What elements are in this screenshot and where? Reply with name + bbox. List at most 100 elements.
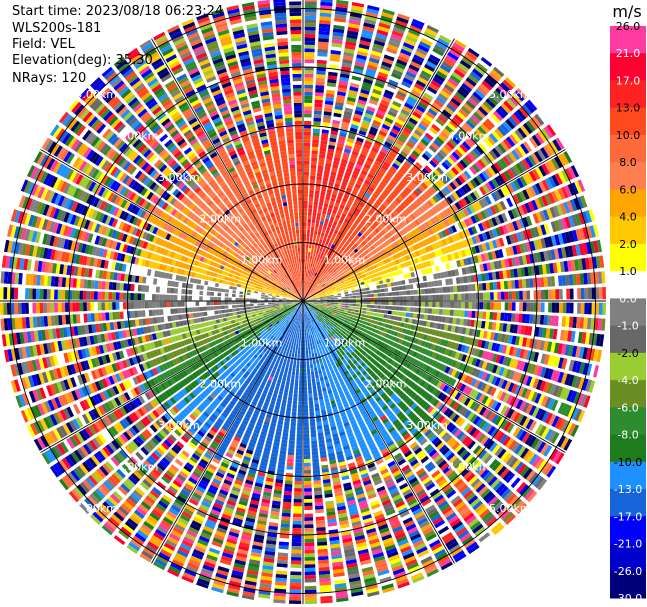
velocity-cell (341, 324, 346, 328)
velocity-cell (336, 308, 341, 311)
velocity-cell (498, 226, 505, 236)
velocity-cell (371, 46, 383, 54)
velocity-cell (555, 289, 560, 300)
velocity-cell (454, 149, 463, 158)
velocity-cell (511, 131, 522, 143)
velocity-cell (332, 258, 337, 263)
velocity-cell (424, 530, 436, 539)
velocity-cell (515, 192, 524, 203)
velocity-cell (309, 259, 312, 264)
velocity-cell (534, 113, 545, 126)
velocity-cell (401, 80, 412, 89)
velocity-cell (381, 11, 394, 19)
velocity-cell (528, 472, 539, 484)
velocity-cell (412, 211, 419, 218)
velocity-cell (358, 382, 364, 388)
velocity-cell (449, 181, 457, 190)
velocity-cell (454, 201, 462, 210)
velocity-cell (375, 218, 382, 225)
velocity-cell (448, 205, 456, 214)
velocity-cell (460, 487, 471, 497)
velocity-cell (414, 176, 422, 184)
velocity-cell (306, 244, 309, 249)
velocity-cell (409, 181, 417, 189)
velocity-cell (401, 340, 407, 346)
velocity-cell (451, 360, 458, 368)
velocity-cell (392, 26, 405, 35)
velocity-cell (362, 25, 375, 32)
velocity-cell (380, 448, 389, 455)
velocity-cell (472, 415, 481, 425)
velocity-cell (427, 342, 433, 350)
velocity-cell (494, 128, 504, 139)
velocity-cell (481, 361, 488, 370)
velocity-cell (531, 134, 542, 147)
velocity-cell (330, 271, 335, 275)
velocity-cell (439, 211, 446, 220)
velocity-cell (402, 306, 407, 312)
velocity-cell (360, 33, 373, 40)
velocity-cell (511, 208, 518, 219)
velocity-cell (563, 438, 573, 451)
velocity-cell (316, 362, 321, 368)
velocity-cell (583, 317, 588, 330)
velocity-cell (310, 422, 316, 427)
velocity-cell (429, 197, 437, 205)
velocity-cell (304, 462, 311, 467)
velocity-cell (525, 172, 534, 184)
velocity-cell (309, 408, 314, 412)
velocity-cell (453, 133, 463, 142)
velocity-cell (546, 341, 553, 352)
velocity-cell (308, 204, 313, 209)
velocity-cell (490, 113, 501, 124)
velocity-cell (423, 479, 434, 488)
velocity-cell (544, 161, 554, 174)
velocity-cell (434, 280, 439, 287)
velocity-cell (376, 272, 381, 277)
velocity-cell (326, 192, 332, 197)
velocity-cell (484, 195, 492, 205)
velocity-cell (445, 386, 453, 395)
velocity-cell (327, 324, 332, 329)
velocity-cell (487, 95, 499, 106)
velocity-cell (522, 337, 528, 347)
velocity-cell (402, 105, 412, 113)
velocity-cell (332, 35, 344, 41)
velocity-cell (528, 405, 537, 416)
velocity-cell (344, 332, 349, 337)
velocity-cell (437, 178, 445, 187)
velocity-cell (435, 401, 443, 409)
velocity-cell (453, 342, 460, 351)
velocity-cell (320, 217, 325, 222)
velocity-cell (363, 163, 371, 170)
velocity-cell (313, 313, 317, 317)
velocity-cell (476, 62, 488, 73)
velocity-cell (430, 513, 442, 523)
velocity-cell (399, 112, 409, 120)
velocity-cell (526, 363, 533, 374)
velocity-cell (351, 231, 357, 237)
velocity-cell (314, 227, 319, 232)
velocity-cell (386, 257, 391, 263)
velocity-cell (427, 219, 434, 227)
velocity-cell (311, 304, 316, 307)
velocity-cell (403, 433, 411, 441)
velocity-cell (515, 219, 523, 230)
velocity-cell (421, 327, 426, 333)
velocity-cell (331, 42, 343, 48)
velocity-cell (376, 325, 381, 330)
velocity-cell (306, 293, 309, 297)
velocity-cell (328, 318, 333, 322)
velocity-cell (532, 406, 540, 418)
velocity-cell (322, 225, 327, 230)
velocity-cell (355, 341, 361, 346)
velocity-cell (427, 252, 433, 260)
velocity-cell (316, 315, 320, 319)
velocity-cell (547, 398, 556, 410)
velocity-cell (362, 307, 367, 311)
velocity-cell (440, 188, 448, 197)
velocity-cell (336, 176, 343, 182)
velocity-cell (338, 207, 344, 213)
velocity-cell (304, 110, 312, 114)
velocity-cell (563, 151, 573, 164)
